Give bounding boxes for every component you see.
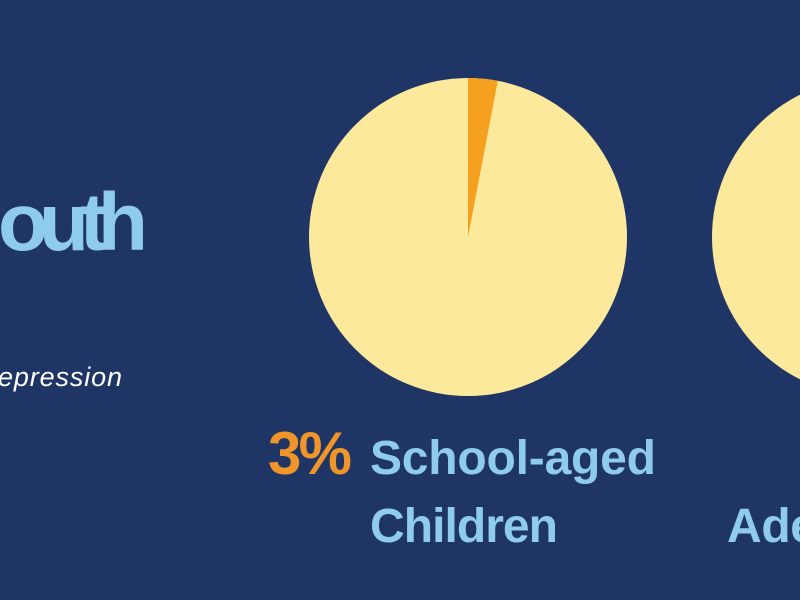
pie-label: Ade bbox=[727, 500, 800, 553]
title: outh bbox=[0, 177, 148, 268]
pie-label: School-aged bbox=[370, 432, 656, 485]
pie-slice bbox=[468, 78, 498, 237]
pies: 3% School-aged Children Ade bbox=[268, 78, 800, 553]
subtitle: epression bbox=[0, 362, 122, 392]
value-label: 3% bbox=[268, 420, 352, 487]
pie-label: Children bbox=[370, 500, 558, 553]
pie-base bbox=[712, 94, 800, 380]
